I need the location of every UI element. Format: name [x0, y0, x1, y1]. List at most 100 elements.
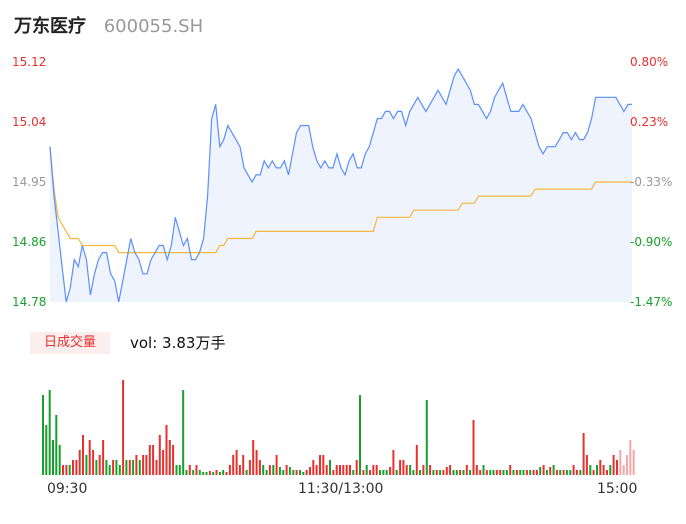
- volume-bar: [288, 467, 291, 475]
- volume-bar: [198, 470, 201, 475]
- volume-bar: [245, 470, 248, 475]
- volume-bar: [539, 467, 542, 475]
- volume-bar: [492, 470, 495, 475]
- volume-bar: [235, 450, 238, 475]
- volume-bar: [145, 455, 148, 475]
- volume-bar: [422, 465, 425, 475]
- volume-bar: [192, 470, 195, 475]
- volume-bar: [302, 472, 305, 475]
- volume-bar: [142, 455, 145, 475]
- volume-bar: [222, 470, 225, 475]
- volume-bar: [602, 465, 605, 475]
- volume-bar: [542, 465, 545, 475]
- volume-bar: [158, 435, 161, 475]
- volume-bar: [118, 465, 121, 475]
- volume-bar: [148, 445, 151, 475]
- volume-bar: [285, 465, 288, 475]
- daily-volume-badge: 日成交量: [30, 332, 110, 354]
- volume-bar: [482, 465, 485, 475]
- volume-bar: [212, 472, 215, 475]
- volume-bar: [115, 460, 118, 475]
- volume-bar: [258, 460, 261, 475]
- volume-bar: [616, 460, 618, 475]
- volume-bar: [349, 465, 351, 475]
- x-tick-close: 15:00: [597, 481, 638, 497]
- volume-bar: [102, 440, 105, 475]
- volume-bar: [322, 455, 325, 475]
- volume-bar: [315, 465, 318, 475]
- stock-name: 万东医疗: [14, 16, 86, 37]
- volume-bar: [435, 470, 438, 475]
- volume-bar: [462, 470, 465, 475]
- volume-bar: [459, 470, 462, 475]
- x-tick-midday: 11:30/13:00: [298, 481, 384, 497]
- volume-bar: [495, 470, 498, 475]
- volume-bar: [565, 470, 568, 475]
- volume-bar: [452, 470, 455, 475]
- volume-bar: [48, 390, 51, 475]
- volume-bar: [252, 440, 255, 475]
- volume-bar: [599, 460, 602, 475]
- y-right-tick: 0.23%: [630, 115, 669, 129]
- volume-bar: [195, 465, 198, 475]
- volume-bar: [342, 465, 345, 475]
- volume-bar: [362, 470, 365, 475]
- volume-bar: [125, 460, 128, 475]
- volume-bar: [445, 467, 448, 475]
- volume-bar: [299, 470, 301, 475]
- volume-bar: [385, 470, 388, 475]
- y-left-tick: 14.78: [12, 295, 47, 309]
- volume-bar: [359, 395, 361, 475]
- volume-bar: [108, 465, 111, 475]
- volume-bar: [505, 470, 508, 475]
- volume-bar: [309, 467, 311, 475]
- volume-bar: [489, 470, 492, 475]
- y-left-tick: 15.12: [12, 55, 47, 69]
- volume-bar: [619, 450, 622, 475]
- volume-bar: [128, 460, 131, 475]
- volume-bar: [509, 465, 512, 475]
- volume-bar: [325, 465, 328, 475]
- volume-bar: [182, 390, 185, 475]
- volume-bar: [92, 450, 95, 475]
- y-left-tick: 14.95: [12, 175, 47, 189]
- volume-bar: [529, 470, 532, 475]
- volume-bar: [382, 470, 385, 475]
- volume-bar: [479, 470, 482, 475]
- volume-bar: [465, 465, 468, 475]
- volume-bar: [282, 470, 285, 475]
- volume-bar: [188, 465, 191, 475]
- volume-bar: [98, 455, 101, 475]
- volume-bar: [562, 470, 565, 475]
- volume-bar: [232, 455, 235, 475]
- volume-bar: [469, 470, 472, 475]
- volume-bar: [532, 470, 535, 475]
- volume-bar: [589, 465, 592, 475]
- volume-bar: [255, 450, 258, 475]
- volume-bar: [365, 465, 368, 475]
- volume-bar: [455, 470, 458, 475]
- volume-bar: [499, 470, 502, 475]
- volume-bar: [372, 465, 375, 475]
- volume-bar: [319, 455, 321, 475]
- volume-bar: [402, 460, 405, 475]
- volume-bar: [329, 460, 331, 475]
- volume-bar: [178, 465, 181, 475]
- volume-bar: [569, 470, 572, 475]
- volume-bar: [369, 470, 371, 475]
- volume-bar: [175, 465, 178, 475]
- y-right-tick: -0.90%: [630, 235, 673, 249]
- volume-bar: [585, 455, 588, 475]
- volume-bar: [335, 465, 338, 475]
- volume-bar: [62, 465, 64, 475]
- volume-bar: [275, 455, 278, 475]
- volume-bar: [168, 440, 171, 475]
- volume-bar: [439, 470, 442, 475]
- volume-bar: [95, 460, 98, 475]
- volume-bar: [629, 440, 632, 475]
- volume-bar: [606, 470, 608, 475]
- volume-bar: [85, 455, 88, 475]
- volume-bar: [45, 425, 48, 475]
- y-right-tick: -1.47%: [630, 295, 673, 309]
